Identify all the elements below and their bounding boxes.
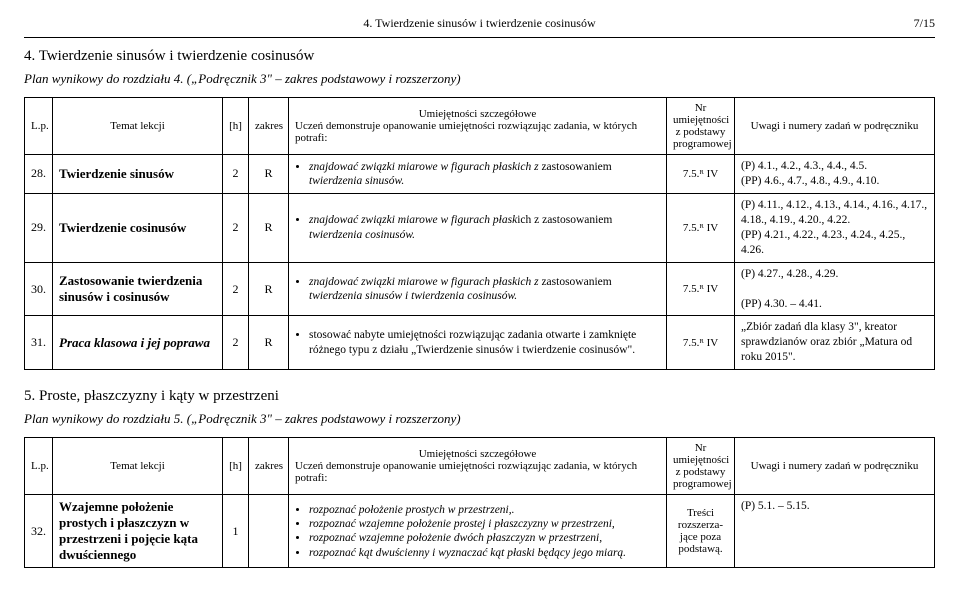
col-notes: Uwagi i numery zadań w podręczniku (735, 438, 935, 495)
skill-item: znajdować związki miarowe w figurach pła… (309, 275, 660, 304)
skill-item: stosować nabyte umiejętności rozwiązując… (309, 328, 660, 357)
section-4-plan-line: Plan wynikowy do rozdziału 4. („Podręczn… (24, 71, 935, 87)
topic-text: Praca klasowa i jej poprawa (59, 335, 210, 350)
table-header-row: L.p. Temat lekcji [h] zakres Umiejętnośc… (25, 98, 935, 155)
table-row: 32. Wzajemne położenie prostych i płaszc… (25, 495, 935, 568)
cell-lp: 28. (25, 155, 53, 194)
col-zakres: zakres (249, 98, 289, 155)
cell-zakres: R (249, 193, 289, 262)
cell-lp: 29. (25, 193, 53, 262)
col-nr-top: Nr (673, 442, 728, 454)
cell-nr: 7.5.ᴿ IV (667, 193, 735, 262)
skill-item: rozpoznać kąt dwuścienny i wyznaczać kąt… (309, 546, 660, 560)
cell-topic: Twierdzenie sinusów (53, 155, 223, 194)
col-nr: Nr umiejętności z podstawy programowej (667, 438, 735, 495)
cell-hours: 2 (223, 262, 249, 316)
col-notes: Uwagi i numery zadań w podręczniku (735, 98, 935, 155)
col-nr-top: Nr (673, 102, 728, 114)
col-zakres: zakres (249, 438, 289, 495)
section-4-title: 4. Twierdzenie sinusów i twierdzenie cos… (24, 48, 935, 65)
topic-text: Twierdzenie sinusów (59, 166, 174, 181)
cell-notes: (P) 5.1. – 5.15. (735, 495, 935, 568)
topic-text: Wzajemne położenie prostych i płaszczyzn… (59, 499, 198, 562)
section-4-table: L.p. Temat lekcji [h] zakres Umiejętnośc… (24, 97, 935, 370)
cell-zakres: R (249, 155, 289, 194)
cell-nr: 7.5.ᴿ IV (667, 262, 735, 316)
topic-text: Zastosowanie twierdzenia sinusów i cosin… (59, 273, 202, 304)
skill-item: rozpoznać wzajemne położenie prostej i p… (309, 517, 660, 531)
page-header: 4. Twierdzenie sinusów i twierdzenie cos… (24, 16, 935, 31)
col-skills: Umiejętności szczegółowe Uczeń demonstru… (289, 98, 667, 155)
table-row: 29. Twierdzenie cosinusów 2 R znajdować … (25, 193, 935, 262)
cell-skill: znajdować związki miarowe w figurach pła… (289, 193, 667, 262)
cell-topic: Wzajemne położenie prostych i płaszczyzn… (53, 495, 223, 568)
cell-skill: znajdować związki miarowe w figurach pła… (289, 262, 667, 316)
cell-nr: 7.5.ᴿ IV (667, 155, 735, 194)
col-nr-sub: umiejętności z podstawy programowej (673, 114, 728, 150)
table-row: 30. Zastosowanie twierdzenia sinusów i c… (25, 262, 935, 316)
table-row: 28. Twierdzenie sinusów 2 R znajdować zw… (25, 155, 935, 194)
col-hours: [h] (223, 98, 249, 155)
section-5-title: 5. Proste, płaszczyzny i kąty w przestrz… (24, 388, 935, 405)
cell-skill: rozpoznać położenie prostych w przestrze… (289, 495, 667, 568)
cell-zakres: R (249, 262, 289, 316)
cell-zakres (249, 495, 289, 568)
col-skills: Umiejętności szczegółowe Uczeń demonstru… (289, 438, 667, 495)
cell-hours: 1 (223, 495, 249, 568)
cell-nr: 7.5.ᴿ IV (667, 316, 735, 370)
page-number: 7/15 (914, 16, 935, 31)
col-lp: L.p. (25, 438, 53, 495)
skill-item: rozpoznać położenie prostych w przestrze… (309, 503, 660, 517)
col-nr: Nr umiejętności z podstawy programowej (667, 98, 735, 155)
header-rule (24, 37, 935, 38)
cell-lp: 32. (25, 495, 53, 568)
skill-item: znajdować związki miarowe w figurach pła… (309, 213, 660, 242)
cell-notes: (P) 4.1., 4.2., 4.3., 4.4., 4.5.(PP) 4.6… (735, 155, 935, 194)
section-5-table: L.p. Temat lekcji [h] zakres Umiejętnośc… (24, 437, 935, 568)
cell-topic: Twierdzenie cosinusów (53, 193, 223, 262)
table-row: 31. Praca klasowa i jej poprawa 2 R stos… (25, 316, 935, 370)
col-topic: Temat lekcji (53, 438, 223, 495)
col-skills-top: Umiejętności szczegółowe (295, 448, 660, 460)
col-hours: [h] (223, 438, 249, 495)
cell-topic: Praca klasowa i jej poprawa (53, 316, 223, 370)
cell-skill: znajdować związki miarowe w figurach pła… (289, 155, 667, 194)
col-lp: L.p. (25, 98, 53, 155)
col-nr-sub: umiejętności z podstawy programowej (673, 454, 728, 490)
running-title: 4. Twierdzenie sinusów i twierdzenie cos… (363, 16, 595, 31)
cell-notes: (P) 4.27., 4.28., 4.29. (PP) 4.30. – 4.4… (735, 262, 935, 316)
cell-skill: stosować nabyte umiejętności rozwiązując… (289, 316, 667, 370)
skill-item: rozpoznać wzajemne położenie dwóch płasz… (309, 531, 660, 545)
cell-zakres: R (249, 316, 289, 370)
cell-notes: (P) 4.11., 4.12., 4.13., 4.14., 4.16., 4… (735, 193, 935, 262)
cell-lp: 30. (25, 262, 53, 316)
cell-nr: Treści rozszerza-jące poza podstawą. (667, 495, 735, 568)
cell-hours: 2 (223, 316, 249, 370)
col-skills-sub: Uczeń demonstruje opanowanie umiejętnośc… (295, 460, 660, 484)
cell-hours: 2 (223, 155, 249, 194)
skill-item: znajdować związki miarowe w figurach pła… (309, 160, 660, 189)
cell-notes: „Zbiór zadań dla klasy 3", kreator spraw… (735, 316, 935, 370)
col-topic: Temat lekcji (53, 98, 223, 155)
cell-hours: 2 (223, 193, 249, 262)
cell-lp: 31. (25, 316, 53, 370)
table-header-row: L.p. Temat lekcji [h] zakres Umiejętnośc… (25, 438, 935, 495)
col-skills-sub: Uczeń demonstruje opanowanie umiejętnośc… (295, 120, 660, 144)
cell-topic: Zastosowanie twierdzenia sinusów i cosin… (53, 262, 223, 316)
section-5-plan-line: Plan wynikowy do rozdziału 5. („Podręczn… (24, 411, 935, 427)
col-skills-top: Umiejętności szczegółowe (295, 108, 660, 120)
topic-text: Twierdzenie cosinusów (59, 220, 186, 235)
